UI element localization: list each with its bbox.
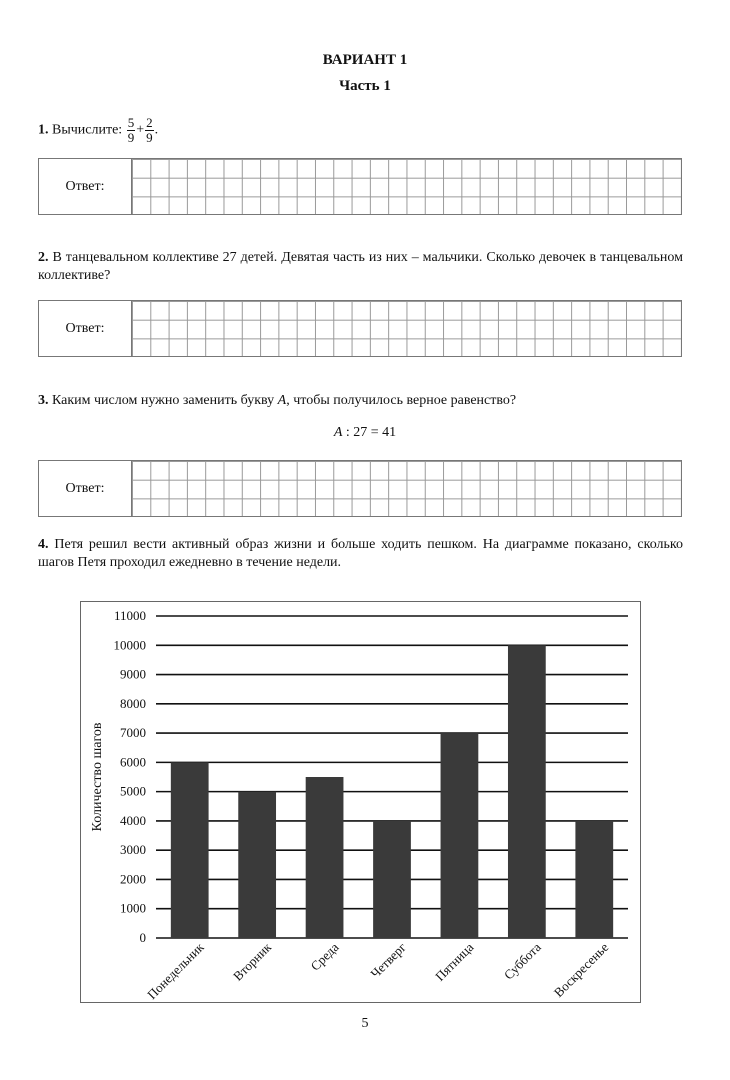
operator: + (136, 122, 145, 138)
part-title: Часть 1 (339, 78, 391, 94)
question-text: В танцевальном коллективе 27 детей. Девя… (38, 250, 683, 283)
question-number: 4. (38, 537, 49, 552)
question-text-end: , чтобы получилось верное равенство? (286, 393, 517, 408)
question-1: 1. Вычислите: 5 9 +2 9. (38, 115, 159, 145)
y-tick-label: 11000 (114, 608, 146, 623)
x-tick-label: Среда (308, 939, 342, 973)
question-text: Каким числом нужно заменить букву (52, 393, 275, 408)
answer-grid[interactable] (132, 301, 681, 356)
y-tick-label: 10000 (114, 637, 147, 652)
equation: A : 27 = 41 (333, 425, 397, 440)
bar (238, 791, 277, 938)
page-number: 5 (361, 1016, 369, 1031)
variant-title: ВАРИАНТ 1 (322, 52, 408, 68)
y-tick-label: 0 (140, 930, 147, 945)
x-tick-label: Пятница (432, 939, 476, 983)
bar (373, 820, 411, 938)
question-text: Вычислите: (52, 122, 123, 138)
answer-label: Ответ: (39, 159, 132, 214)
answer-grid[interactable] (132, 461, 681, 516)
question-2: 2. В танцевальном коллективе 27 детей. Д… (38, 249, 683, 285)
y-axis-label: Количество шагов (90, 722, 105, 831)
x-tick-label: Воскресенье (551, 939, 612, 1000)
y-tick-label: 7000 (120, 725, 146, 740)
answer-label: Ответ: (39, 301, 132, 356)
answer-grid[interactable] (132, 159, 681, 214)
question-number: 2. (38, 250, 49, 265)
y-tick-label: 9000 (120, 667, 146, 682)
y-tick-label: 2000 (120, 871, 146, 886)
question-number: 3. (38, 393, 49, 408)
bar (507, 645, 546, 938)
question-number: 1. (38, 122, 49, 138)
answer-box-3[interactable]: Ответ: (38, 460, 682, 517)
x-tick-label: Вторник (230, 939, 275, 984)
variable: A (277, 393, 287, 408)
y-tick-label: 4000 (120, 813, 146, 828)
answer-box-2[interactable]: Ответ: (38, 300, 682, 357)
bar (575, 820, 614, 938)
x-tick-label: Четверг (368, 940, 409, 981)
y-tick-label: 5000 (120, 784, 146, 799)
bar (305, 777, 344, 938)
question-text: Петя решил вести активный образ жизни и … (38, 537, 683, 570)
x-tick-label: Понедельник (144, 939, 207, 1002)
question-4: 4. Петя решил вести активный образ жизни… (38, 536, 683, 572)
answer-box-1[interactable]: Ответ: (38, 158, 682, 215)
y-tick-label: 6000 (120, 754, 146, 769)
bar (440, 733, 479, 938)
answer-label: Ответ: (39, 461, 132, 516)
chart-canvas: 0 1000 2000 3000 4000 5000 6000 7000 8000 9000 100… (90, 608, 628, 1002)
y-tick-label: 1000 (120, 901, 146, 916)
bar (170, 762, 209, 938)
x-tick-label: Суббота (501, 939, 544, 982)
steps-bar-chart: 0 1000 2000 3000 4000 5000 6000 7000 8000 9000 100… (80, 601, 641, 1003)
question-3: 3. Каким числом нужно заменить букву A, … (38, 392, 683, 410)
y-tick-label: 3000 (120, 842, 146, 857)
y-tick-label: 8000 (120, 696, 146, 711)
